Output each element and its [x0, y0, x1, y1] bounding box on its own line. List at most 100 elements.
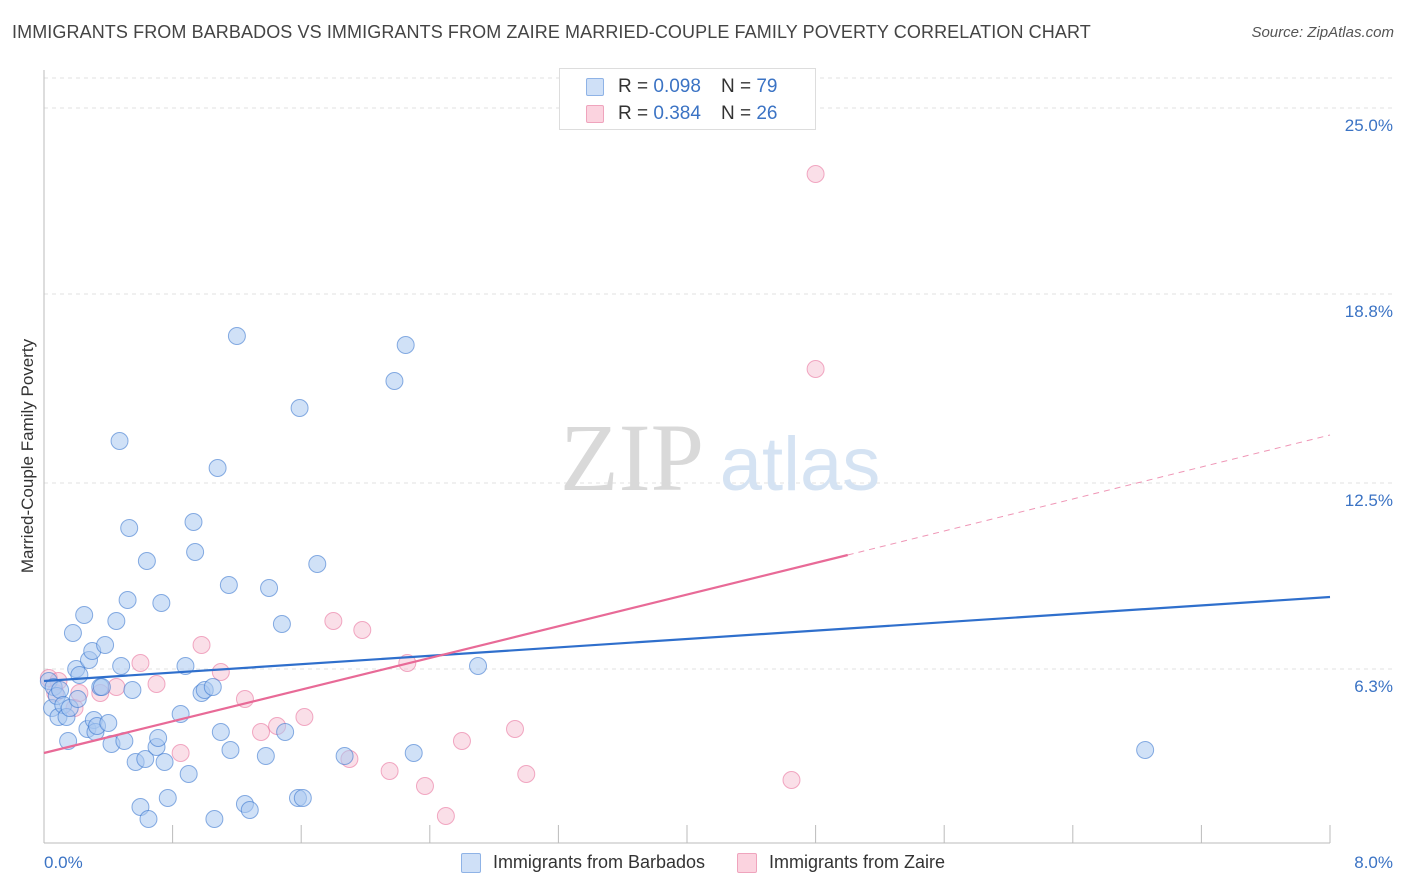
gridlines — [44, 77, 1392, 670]
barbados-point — [221, 741, 240, 759]
barbados-point — [96, 636, 115, 654]
legend-label-barbados: Immigrants from Barbados — [492, 852, 706, 872]
r-value: 0.098 — [653, 76, 701, 97]
zaire-point — [452, 732, 471, 750]
barbados-point — [155, 753, 174, 771]
barbados-point — [179, 765, 198, 783]
legend-row-barbados: R = 0.098 N = 79 — [586, 75, 777, 99]
legend-swatch-zaire — [586, 105, 604, 123]
barbados-point — [68, 690, 87, 708]
r-label: R = — [618, 76, 649, 97]
zaire-point — [295, 708, 314, 726]
y-tick-label: 6.3% — [1354, 677, 1393, 696]
barbados-point — [290, 399, 309, 417]
n-label: N = — [720, 76, 752, 97]
barbados-point — [208, 459, 227, 477]
barbados-point — [107, 612, 126, 630]
barbados-point — [203, 678, 222, 696]
barbados-point — [99, 714, 118, 732]
zaire-point — [517, 765, 536, 783]
legend-item-barbados: Immigrants from Barbados — [460, 852, 706, 873]
legend-swatch-barbados — [586, 78, 604, 96]
chart-title: IMMIGRANTS FROM BARBADOS VS IMMIGRANTS F… — [12, 22, 1091, 42]
barbados-point — [75, 606, 94, 624]
zaire-point — [782, 771, 801, 789]
barbados-trendline — [43, 595, 1331, 683]
y-tick-label: 12.5% — [1344, 491, 1393, 510]
barbados-point — [184, 513, 203, 531]
legend-label-zaire: Immigrants from Zaire — [769, 852, 946, 872]
legend-swatch-zaire — [737, 852, 758, 873]
barbados-point — [385, 372, 404, 390]
series-legend: Immigrants from Barbados Immigrants from… — [0, 852, 1406, 873]
barbados-point — [137, 552, 156, 570]
barbados-point — [176, 657, 195, 675]
zaire-trendline — [43, 553, 849, 755]
zaire-point — [131, 654, 150, 672]
barbados-point — [219, 576, 238, 594]
barbados-point — [1136, 741, 1155, 759]
barbados-point — [139, 810, 158, 828]
watermark: ZIP atlas — [560, 404, 880, 511]
zaire-point — [171, 744, 190, 762]
barbados-point — [227, 327, 246, 345]
zaire-point — [436, 807, 455, 825]
barbados-point — [158, 789, 177, 807]
r-value: 0.384 — [653, 103, 701, 124]
y-tick-label: 25.0% — [1344, 116, 1393, 135]
barbados-point — [293, 789, 312, 807]
barbados-point — [308, 555, 327, 573]
barbados-point — [70, 666, 89, 684]
barbados-point — [240, 801, 259, 819]
series-barbados-points — [39, 327, 1155, 828]
r-label: R = — [618, 103, 649, 124]
barbados-point — [63, 624, 82, 642]
n-value: 79 — [756, 76, 778, 97]
n-value: 26 — [756, 103, 778, 124]
n-label: N = — [720, 103, 752, 124]
zaire-point — [211, 663, 230, 681]
barbados-point — [396, 336, 415, 354]
zaire-point — [380, 762, 399, 780]
zaire-point — [353, 621, 372, 639]
barbados-point — [136, 750, 155, 768]
barbados-point — [404, 744, 423, 762]
barbados-point — [110, 432, 129, 450]
barbados-point — [469, 657, 488, 675]
barbados-point — [149, 729, 168, 747]
barbados-point — [123, 681, 142, 699]
zaire-point — [192, 636, 211, 654]
zaire-trendline-extension — [847, 434, 1331, 556]
barbados-point — [211, 723, 230, 741]
barbados-point — [186, 543, 205, 561]
legend-item-zaire: Immigrants from Zaire — [737, 852, 945, 873]
barbados-point — [112, 657, 131, 675]
barbados-point — [120, 519, 139, 537]
legend-swatch-barbados — [460, 852, 481, 873]
legend-row-zaire: R = 0.384 N = 26 — [586, 102, 777, 126]
zaire-point — [806, 360, 825, 378]
barbados-point — [276, 723, 295, 741]
correlation-legend: R = 0.098 N = 79 R = 0.384 N = 26 — [559, 68, 816, 130]
y-tick-label: 18.8% — [1344, 302, 1393, 321]
x-tick-label: 8.0% — [1354, 853, 1393, 872]
barbados-point — [51, 681, 70, 699]
zaire-point — [147, 675, 166, 693]
trendlines — [43, 434, 1331, 755]
barbados-point — [118, 591, 137, 609]
barbados-point — [260, 579, 279, 597]
barbados-point — [92, 678, 111, 696]
watermark-atlas: atlas — [720, 422, 881, 507]
zaire-point — [415, 777, 434, 795]
zaire-point — [324, 612, 343, 630]
source-credit: Source: ZipAtlas.com — [1251, 24, 1394, 41]
zaire-point — [252, 723, 271, 741]
zaire-point — [806, 165, 825, 183]
axes — [43, 70, 1331, 844]
barbados-point — [272, 615, 291, 633]
x-tick-label: 0.0% — [44, 853, 83, 872]
zaire-point — [505, 720, 524, 738]
watermark-zip: ZIP — [560, 404, 704, 511]
barbados-point — [205, 810, 224, 828]
